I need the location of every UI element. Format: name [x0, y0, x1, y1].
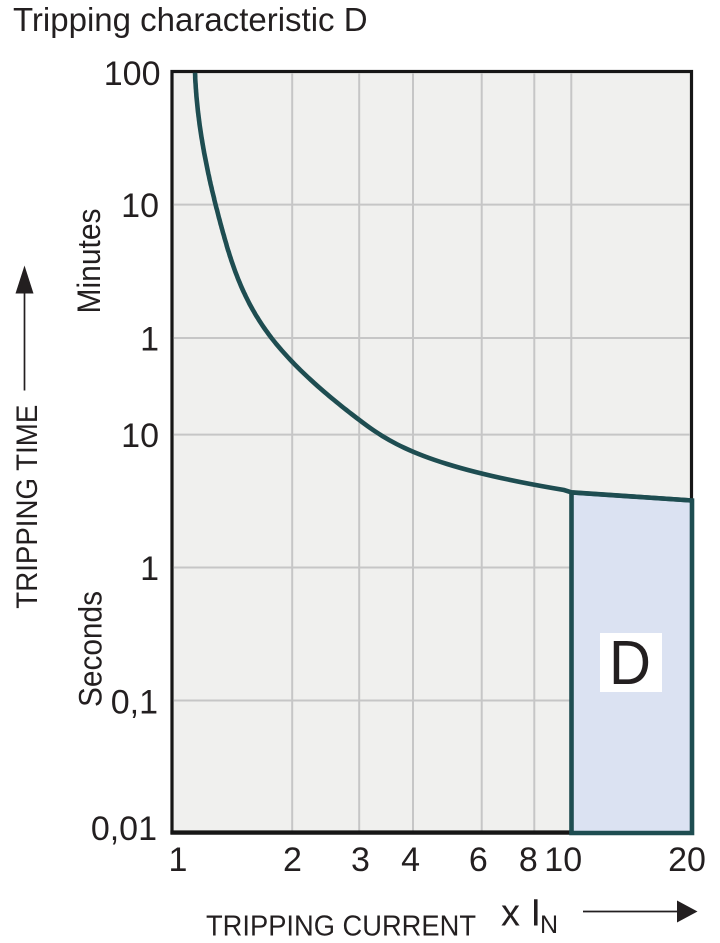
- svg-text:8: 8: [519, 841, 538, 879]
- svg-text:2: 2: [283, 841, 302, 879]
- svg-text:Tripping characteristic D: Tripping characteristic D: [13, 1, 368, 38]
- svg-text:x I: x I: [501, 893, 541, 935]
- svg-text:10: 10: [544, 841, 582, 879]
- svg-text:1: 1: [140, 550, 159, 588]
- svg-text:4: 4: [401, 841, 420, 879]
- svg-text:Seconds: Seconds: [73, 591, 109, 707]
- svg-text:10: 10: [121, 187, 159, 225]
- svg-text:TRIPPING TIME: TRIPPING TIME: [11, 405, 44, 609]
- svg-text:TRIPPING CURRENT: TRIPPING CURRENT: [206, 911, 476, 943]
- svg-text:1: 1: [169, 841, 188, 879]
- svg-text:100: 100: [104, 55, 161, 93]
- svg-text:6: 6: [469, 841, 488, 879]
- svg-text:D: D: [609, 627, 651, 697]
- svg-text:3: 3: [351, 841, 370, 879]
- svg-text:Minutes: Minutes: [71, 209, 107, 314]
- svg-text:20: 20: [668, 841, 706, 879]
- svg-text:10: 10: [121, 417, 159, 455]
- svg-text:0,1: 0,1: [111, 684, 158, 722]
- svg-text:N: N: [540, 911, 558, 939]
- svg-text:1: 1: [140, 321, 159, 359]
- svg-text:0,01: 0,01: [91, 810, 157, 848]
